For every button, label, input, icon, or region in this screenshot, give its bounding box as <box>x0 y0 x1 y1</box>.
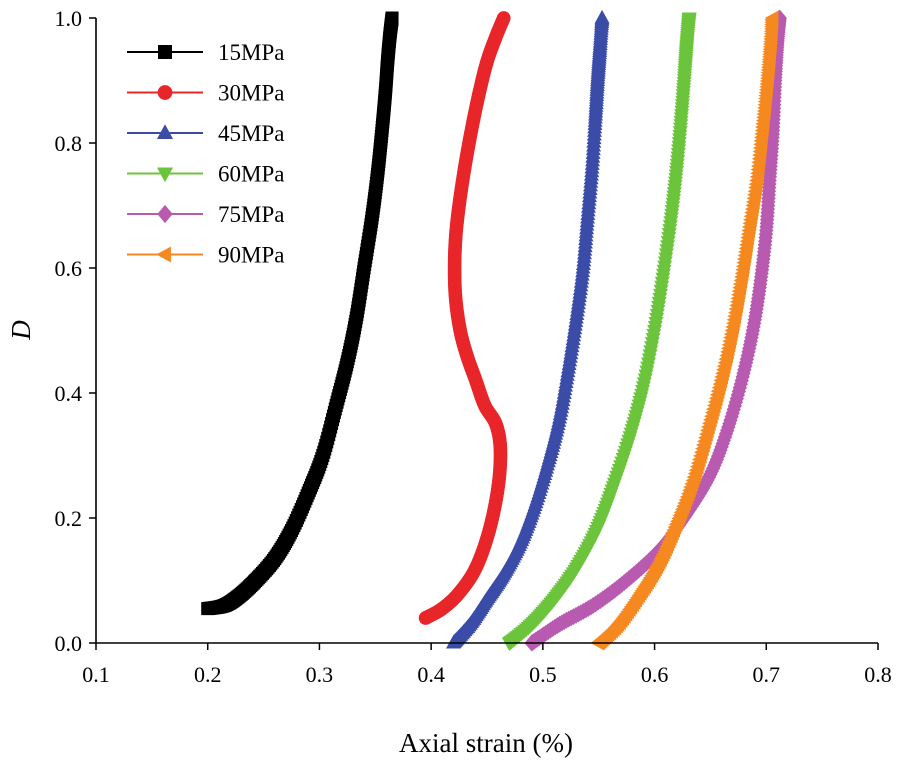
plot-area <box>201 9 787 652</box>
legend-item-45MPa: 45MPa <box>127 121 284 146</box>
x-axis-title: Axial strain (%) <box>399 728 573 758</box>
legend: 15MPa 30MPa 45MPa 60MPa 75MPa 90MPa <box>127 40 284 268</box>
x-tick-label: 0.8 <box>864 662 892 687</box>
data-point <box>681 12 697 27</box>
data-point <box>764 10 779 26</box>
x-tick-label: 0.1 <box>82 662 110 687</box>
legend-label: 90MPa <box>218 243 284 268</box>
legend-label: 75MPa <box>218 202 284 227</box>
legend-label: 45MPa <box>218 121 284 146</box>
data-point <box>594 9 610 24</box>
y-tick-label: 0.0 <box>55 631 83 656</box>
legend-item-15MPa: 15MPa <box>127 40 284 65</box>
series-60MPa <box>501 12 697 652</box>
legend-marker <box>156 246 171 263</box>
legend-marker <box>158 45 172 59</box>
x-tick-label: 0.7 <box>753 662 781 687</box>
x-tick-label: 0.5 <box>529 662 557 687</box>
legend-label: 30MPa <box>218 81 284 106</box>
axes: 0.1 0.2 0.3 0.4 0.5 0.6 0.7 0.8 0.0 0.2 0.4 0.6 0.8 1… <box>55 6 892 687</box>
x-tick-label: 0.2 <box>194 662 222 687</box>
data-point <box>496 11 511 25</box>
legend-marker <box>157 85 173 100</box>
x-tick-label: 0.6 <box>641 662 669 687</box>
legend-marker <box>156 167 174 183</box>
y-tick-label: 0.2 <box>55 506 83 531</box>
y-axis-title: D <box>6 320 36 341</box>
series-30MPa <box>418 11 511 625</box>
y-tick-label: 0.8 <box>55 131 83 156</box>
legend-item-75MPa: 75MPa <box>127 202 284 227</box>
legend-label: 15MPa <box>218 40 284 65</box>
data-point <box>385 11 399 25</box>
legend-item-30MPa: 30MPa <box>127 81 284 106</box>
legend-marker <box>156 124 174 139</box>
series-90MPa <box>590 10 779 651</box>
series-15MPa <box>201 11 399 616</box>
x-tick-label: 0.3 <box>306 662 334 687</box>
legend-marker <box>157 204 173 224</box>
legend-item-60MPa: 60MPa <box>127 162 284 187</box>
legend-label: 60MPa <box>218 162 284 187</box>
x-tick-label: 0.4 <box>417 662 445 687</box>
legend-item-90MPa: 90MPa <box>127 243 284 268</box>
y-tick-label: 1.0 <box>55 6 83 31</box>
y-tick-label: 0.6 <box>55 256 83 281</box>
y-tick-label: 0.4 <box>55 381 83 406</box>
